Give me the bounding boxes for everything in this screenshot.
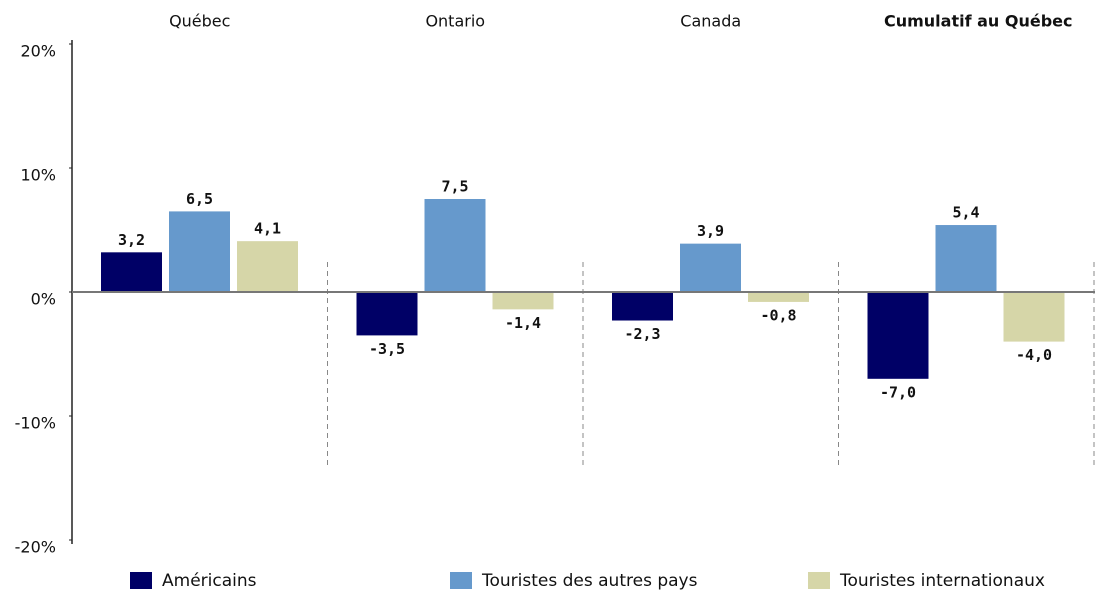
category-label: Cumulatif au Québec (884, 12, 1073, 31)
legend-label: Américains (162, 571, 257, 591)
y-tick-label: 10% (20, 166, 56, 185)
bar (1003, 292, 1065, 342)
legend-swatch (130, 572, 152, 589)
legend-label: Touristes des autres pays (481, 571, 698, 591)
y-tick-label: -10% (15, 414, 56, 433)
value-label: -1,4 (505, 314, 541, 332)
legend-label: Touristes internationaux (839, 571, 1045, 591)
bar (101, 252, 162, 292)
bar (356, 292, 418, 336)
category-label: Canada (680, 12, 741, 31)
value-label: 3,9 (697, 222, 724, 240)
bar (169, 211, 230, 292)
value-label: -0,8 (760, 306, 796, 324)
bar (492, 292, 554, 310)
value-label: -4,0 (1016, 346, 1052, 364)
value-label: -3,5 (369, 340, 405, 358)
bar (867, 292, 929, 379)
value-label: 6,5 (186, 190, 213, 208)
y-tick-label: 20% (20, 42, 56, 61)
value-label: 4,1 (254, 220, 281, 238)
value-label: 3,2 (118, 231, 145, 249)
y-tick-label: 0% (31, 290, 56, 309)
value-label: 5,4 (952, 204, 979, 222)
bar (612, 292, 673, 321)
category-label: Québec (169, 12, 230, 31)
bar (680, 243, 741, 292)
bar (748, 292, 809, 302)
value-label: -7,0 (880, 383, 916, 401)
value-label: -2,3 (624, 325, 660, 343)
bar (935, 225, 997, 292)
value-label: 7,5 (441, 178, 468, 196)
legend-swatch (808, 572, 830, 589)
y-tick-label: -20% (15, 538, 56, 557)
bar (237, 241, 298, 292)
category-label: Ontario (425, 12, 485, 31)
legend-swatch (450, 572, 472, 589)
bar (424, 199, 486, 292)
